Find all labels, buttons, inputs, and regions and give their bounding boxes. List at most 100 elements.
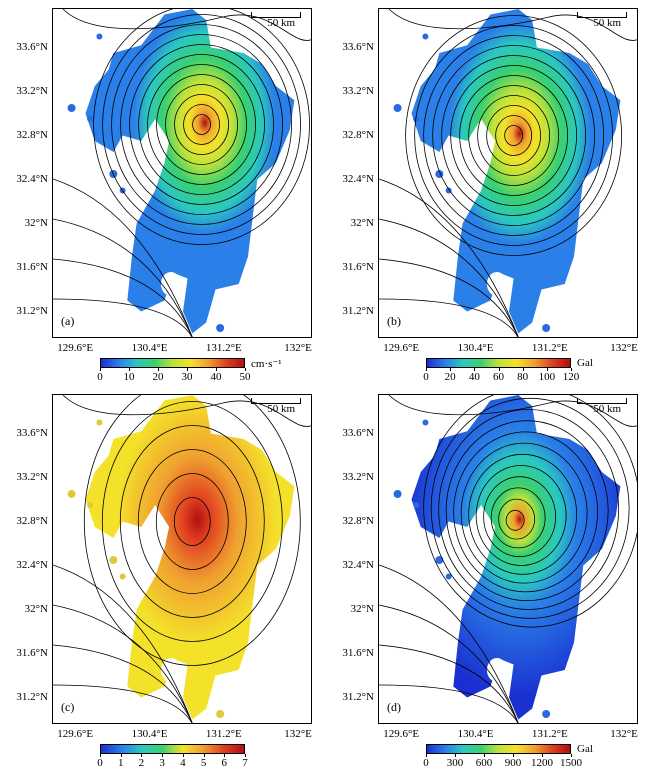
panel-label: (b) (387, 314, 401, 328)
colorbar-tick (522, 368, 524, 371)
contour-line (53, 644, 193, 723)
lon-tick-label: 132°E (610, 342, 638, 354)
contour-line (445, 420, 609, 602)
lon-tick-label: 131.2°E (205, 342, 242, 354)
colorbar-tick (498, 368, 500, 371)
lat-tick-label: 32.8°N (16, 128, 48, 141)
colorbar-tick (120, 754, 122, 757)
contour-line (83, 395, 301, 666)
contour-line (174, 94, 229, 155)
contour-line (423, 395, 637, 628)
lat-tick-label: 33.6°N (342, 426, 374, 439)
lat-tick-label: 32°N (350, 216, 374, 229)
contour-line (379, 604, 519, 723)
contour-line (183, 104, 220, 145)
colorbar-tick (546, 368, 548, 371)
contour-line (379, 298, 519, 337)
colorbar-tick-label: 40 (468, 371, 480, 383)
contour-line (101, 401, 283, 642)
contour-line (486, 105, 542, 166)
lon-tick-label: 132°E (610, 728, 638, 740)
scale-label: 50 km (593, 17, 621, 29)
contour-line (119, 425, 265, 618)
lon-tick-label: 131.2°E (531, 342, 568, 354)
lat-tick-label: 31.2°N (342, 304, 374, 317)
land-shaded (85, 9, 295, 334)
contour-line (388, 395, 637, 427)
colorbar-tick-label: 40 (210, 371, 222, 383)
contour-line (192, 114, 211, 135)
panel-label: (a) (61, 314, 75, 328)
lon-tick-label: 131.2°E (205, 728, 242, 740)
colorbar-tick-label: 5 (200, 757, 207, 769)
contour-line (138, 54, 265, 195)
colorbar-unit: cm·s⁻¹ (251, 358, 282, 370)
contour-line (495, 115, 533, 156)
contour-line (93, 9, 310, 245)
contour-line (460, 442, 588, 584)
lat-tick-label: 32.4°N (342, 558, 374, 571)
lat-tick-label: 31.2°N (16, 690, 48, 703)
contour-line (432, 45, 596, 226)
island (445, 573, 452, 580)
colorbar-tick (513, 754, 514, 757)
colorbar (100, 744, 245, 754)
colorbar-tick-label: 60 (493, 371, 504, 383)
contour-line (477, 95, 551, 176)
colorbar-tick-label: 0 (423, 371, 429, 383)
colorbar-tick (203, 754, 205, 757)
kagoshima-bay (160, 658, 181, 682)
colorbar-tick-label: 20 (152, 371, 164, 383)
contour-line (62, 9, 311, 41)
map-panel-1: 50 km (a) 33.6°N 33.2°N 32.8°N 32.4°N 32°N 31.6… (0, 0, 325, 386)
lat-tick-label: 33.2°N (342, 470, 374, 483)
lat-tick-label: 31.6°N (342, 646, 374, 659)
colorbar-tick (158, 368, 159, 371)
contour-line (53, 218, 193, 337)
lat-tick-label: 32.8°N (16, 514, 48, 527)
contour-line (468, 85, 560, 186)
contour-line (430, 397, 630, 619)
colorbar-tick-label: 0 (97, 757, 103, 769)
colorbar-tick (426, 368, 427, 371)
colorbar-tick (426, 754, 427, 757)
colorbar-tick (542, 754, 543, 757)
island (393, 104, 402, 112)
lon-tick-label: 132°E (284, 342, 312, 354)
contour-line (379, 218, 519, 337)
colorbar-tick (224, 754, 226, 757)
lat-tick-label: 33.2°N (16, 84, 48, 97)
colorbar (426, 358, 571, 368)
panel-label: (d) (387, 700, 401, 714)
island (87, 502, 94, 508)
colorbar-tick (245, 754, 246, 757)
contour-line (62, 395, 311, 427)
lon-tick-label: 130.4°E (131, 728, 168, 740)
colorbar-tick-label: 50 (239, 371, 251, 383)
colorbar-tick-label: 10 (123, 371, 135, 383)
colorbar-unit: Gal (577, 743, 593, 755)
contour-line (453, 431, 599, 593)
contour-line (155, 473, 229, 570)
map-canvas (53, 9, 311, 337)
lat-tick-label: 32.4°N (16, 558, 48, 571)
lon-tick-label: 129.6°E (57, 728, 94, 740)
colorbar-tick (474, 368, 476, 371)
map-frame: 50 km (d) (378, 394, 638, 724)
lon-tick-label: 130.4°E (457, 342, 494, 354)
panel-label: (c) (61, 700, 75, 714)
island (216, 710, 225, 718)
lon-tick-label: 130.4°E (457, 728, 494, 740)
colorbar-tick (187, 368, 188, 371)
colorbar-tick-label: 3 (159, 757, 165, 769)
colorbar-tick-label: 0 (423, 757, 429, 769)
colorbar-unit: Gal (577, 357, 593, 369)
contour-line (490, 487, 546, 549)
colorbar-tick (100, 754, 101, 757)
island (422, 33, 429, 40)
colorbar-tick (571, 368, 572, 371)
lat-tick-label: 33.2°N (342, 84, 374, 97)
contour-line (505, 509, 525, 531)
lat-tick-label: 33.2°N (16, 470, 48, 483)
contour-line (405, 15, 623, 256)
